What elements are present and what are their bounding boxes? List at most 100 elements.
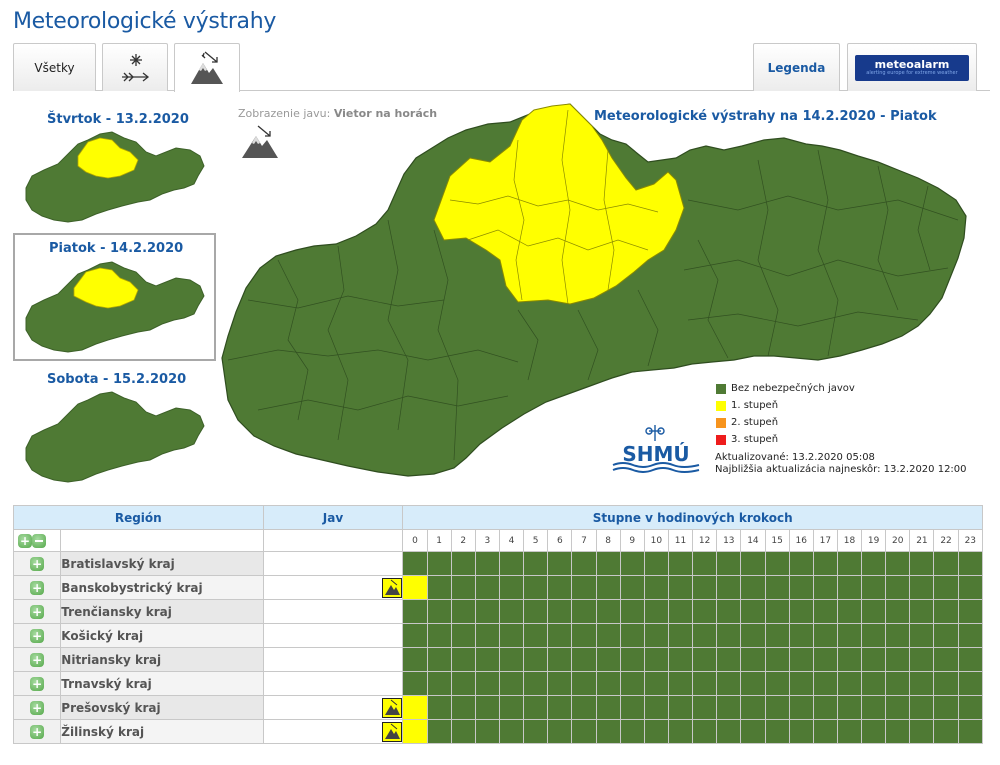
hour-cell [523, 599, 549, 624]
expand-row-button[interactable]: + [30, 724, 45, 739]
col-jav-header: Jav [262, 505, 404, 530]
hour-cell [861, 599, 887, 624]
hour-cell [426, 671, 452, 696]
hour-cell [571, 647, 597, 672]
mountain-wind-warning-icon[interactable] [382, 577, 403, 598]
hour-header: 13 [716, 529, 742, 552]
expand-row-button[interactable]: + [30, 604, 45, 619]
hour-header: 6 [547, 529, 573, 552]
hour-cell [667, 719, 694, 744]
meteoalarm-tagline: alerting europe for extreme weather [866, 70, 958, 76]
slovakia-warning-map[interactable] [218, 100, 978, 480]
hour-cell [498, 575, 525, 600]
tab-mountain-wind[interactable] [174, 43, 240, 92]
hour-cell [885, 671, 911, 696]
hour-cell [716, 551, 742, 576]
hour-cell [861, 695, 887, 720]
hour-cell [716, 695, 742, 720]
hour-cell [474, 719, 500, 744]
hour-cell [523, 695, 549, 720]
hour-cell [909, 719, 935, 744]
mountain-wind-icon [191, 51, 223, 84]
legend-swatch [716, 400, 726, 411]
expand-row-button[interactable]: + [30, 700, 45, 715]
expand-row-button[interactable]: + [30, 628, 45, 643]
hour-cell [523, 719, 549, 744]
collapse-all-button[interactable] [32, 533, 46, 548]
hour-cell [571, 719, 597, 744]
hour-cell [450, 551, 476, 576]
hour-cell [740, 695, 766, 720]
hour-cell [909, 599, 935, 624]
hour-cell [402, 575, 428, 600]
hour-cell [885, 551, 911, 576]
hour-cell [764, 647, 790, 672]
hour-cell [571, 551, 597, 576]
hour-cell [933, 599, 959, 624]
hour-cell [716, 719, 742, 744]
hour-cell [812, 623, 838, 648]
expand-row-button[interactable]: + [30, 580, 45, 595]
hour-cell [812, 671, 838, 696]
tab-legend[interactable]: Legenda [753, 43, 840, 91]
mountain-wind-icon [242, 125, 278, 158]
thumb-map-friday[interactable] [24, 260, 206, 353]
hour-cell [957, 551, 984, 576]
hour-cell [619, 719, 645, 744]
hour-cell [643, 695, 669, 720]
hour-header: 19 [861, 529, 887, 552]
expand-row-button[interactable]: + [30, 676, 45, 691]
hour-cell [571, 575, 597, 600]
hour-cell [523, 623, 549, 648]
expand-row-button[interactable]: + [30, 652, 45, 667]
hour-cell [740, 719, 766, 744]
thumb-map-thursday[interactable] [24, 130, 206, 223]
expand-row-button[interactable]: + [30, 556, 45, 571]
expand-all-button[interactable]: + [18, 533, 32, 548]
hour-cell [957, 671, 984, 696]
day-title-saturday[interactable]: Sobota - 15.2.2020 [47, 372, 187, 387]
hour-cell [836, 671, 863, 696]
hour-cell [619, 623, 645, 648]
legend-swatch [716, 434, 726, 445]
hour-cell [402, 599, 428, 624]
hour-cell [547, 695, 573, 720]
thumb-map-saturday[interactable] [24, 390, 206, 483]
region-name: Košický kraj [60, 623, 264, 648]
hour-cell [836, 719, 863, 744]
hour-cell [933, 719, 959, 744]
phenomenon-cell [262, 551, 404, 576]
hour-cell [788, 575, 814, 600]
hour-cell [692, 647, 718, 672]
hour-cell [957, 623, 984, 648]
hour-cell [571, 671, 597, 696]
hour-cell [426, 623, 452, 648]
region-name: Žilinský kraj [60, 719, 264, 744]
hour-cell [498, 551, 525, 576]
hour-header: 23 [957, 529, 984, 552]
hour-cell [474, 671, 500, 696]
hour-cell [619, 599, 645, 624]
tab-all[interactable]: Všetky [13, 43, 96, 91]
expand-cell: + [12, 551, 62, 576]
col-steps-header: Stupne v hodinových krokoch [402, 505, 983, 530]
hour-cell [450, 575, 476, 600]
hour-cell [450, 647, 476, 672]
hour-cell [788, 647, 814, 672]
header-spacer [262, 529, 404, 552]
hour-cell [836, 575, 863, 600]
hour-cell [595, 695, 621, 720]
hour-cell [909, 671, 935, 696]
expand-cell: + [12, 623, 62, 648]
hour-cell [788, 719, 814, 744]
hour-cell [523, 671, 549, 696]
day-title-thursday[interactable]: Štvrtok - 13.2.2020 [47, 112, 189, 127]
mountain-wind-warning-icon[interactable] [382, 721, 403, 742]
hour-cell [667, 647, 694, 672]
tab-meteoalarm[interactable]: meteoalarm alerting europe for extreme w… [847, 43, 977, 91]
mountain-wind-warning-icon[interactable] [382, 697, 403, 718]
expand-cell: + [12, 575, 62, 600]
day-title-friday[interactable]: Piatok - 14.2.2020 [49, 241, 184, 256]
tab-snow-wind[interactable] [102, 43, 168, 91]
hour-header: 18 [836, 529, 863, 552]
